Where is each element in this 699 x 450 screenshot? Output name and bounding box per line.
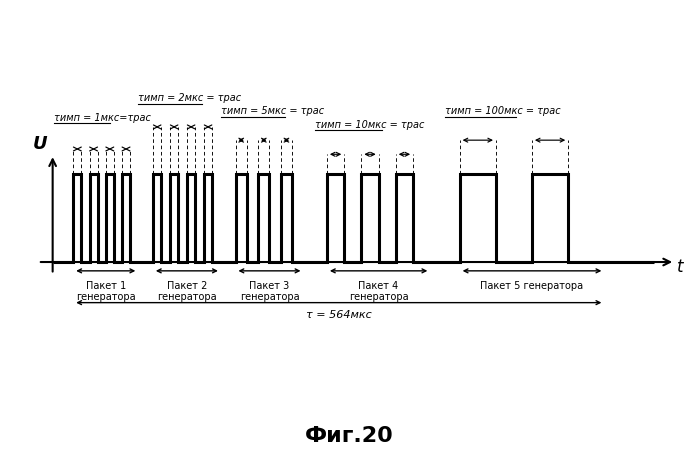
Text: τимп = 100мкс = τрас: τимп = 100мкс = τрас (445, 106, 561, 116)
Text: генератора: генератора (76, 292, 136, 302)
Text: Пакет 1: Пакет 1 (85, 281, 126, 292)
Text: τимп = 5мкс = τрас: τимп = 5мкс = τрас (221, 106, 324, 116)
Text: τимп = 2мкс = τрас: τимп = 2мкс = τрас (138, 93, 241, 103)
Text: τимп = 1мкс=τрас: τимп = 1мкс=τрас (54, 112, 151, 122)
Text: генератора: генератора (157, 292, 217, 302)
Text: Пакет 5 генератора: Пакет 5 генератора (480, 281, 584, 292)
Text: Пакет 4: Пакет 4 (359, 281, 398, 292)
Text: τ = 564мкс: τ = 564мкс (306, 310, 372, 320)
Text: τимп = 10мкс = τрас: τимп = 10мкс = τрас (315, 120, 424, 130)
Text: генератора: генератора (240, 292, 299, 302)
Text: Пакет 3: Пакет 3 (250, 281, 289, 292)
Text: генератора: генератора (349, 292, 408, 302)
Text: U: U (32, 135, 47, 153)
Text: Фиг.20: Фиг.20 (305, 426, 394, 446)
Text: t: t (677, 258, 684, 276)
Text: Пакет 2: Пакет 2 (166, 281, 207, 292)
